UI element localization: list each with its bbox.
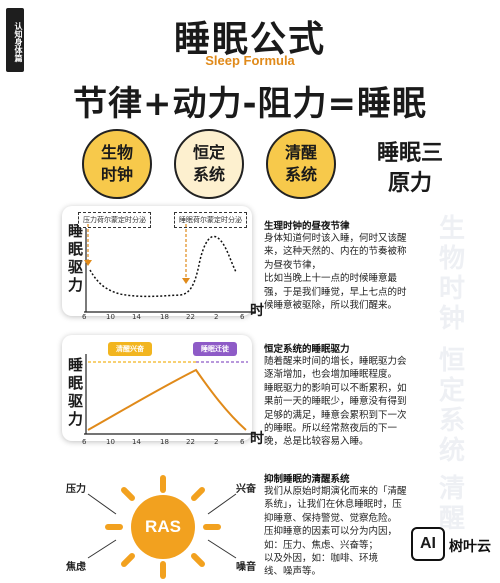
y-axis-text: 睡眠驱力 [68,356,84,428]
body-line: 强，于是我们睡觉，早上七点的时 [264,286,407,298]
stress-hormone-tag: 压力荷尔蒙定时分泌 [78,212,151,228]
body-line: 果前一天的睡眠少，睡意没有得到 [264,396,407,408]
sleep-formula: 节律+动力-阻力=睡眠 [72,84,428,124]
ras-factor-stress: 压力 [66,484,86,495]
y-axis-text: 睡眠驱力 [68,222,84,294]
watermark-homeostatic: 恒定系统 [438,346,465,466]
body-line: 的睡眠。所以经常熬夜后的下一 [264,423,398,435]
body-line: 候睡意被驱除，所以我们醒来。 [264,300,398,312]
x-tick: 10 [106,313,115,321]
section3-title: 抑制睡眠的清醒系统 [264,474,350,485]
body-line: 随着醒来时间的增长，睡眠驱力会 [264,356,407,367]
sleep-hormone-tag: 睡眠荷尔蒙定时分泌 [174,212,247,228]
x-tick: 2 [214,313,219,321]
body-line: 足够的满足，睡意会累积到下一次 [264,409,407,421]
category-badge: 认知身体篇 [6,8,24,72]
ras-center-label: RAS [145,517,181,536]
body-line: 睡眠驱力的影响可以不断累积，如 [264,382,407,394]
page-subtitle: Sleep Formula [205,53,295,68]
site-logo-icon: AI [411,527,445,561]
time-axis-label: 时 [250,303,264,319]
body-line: 我们从原始时期演化而来的「清醒 [264,486,407,497]
body-line: 晚，总是比较容易入睡。 [264,436,369,448]
body-line: 如：压力、焦虑、兴奋等； [264,539,379,551]
x-tick: 22 [186,313,195,321]
x-tick: 2 [214,438,219,446]
x-tick: 6 [240,438,245,446]
watermark-bio-clock: 生物时钟 [438,214,465,334]
section2-title: 恒定系统的睡眠驱力 [264,344,350,355]
ras-arrows [87,493,237,559]
ras-sun-icon [105,475,221,579]
body-line: 压抑睡意的因素可以分为内因， [264,526,398,538]
section1-title: 生理时钟的昼夜节律 [264,221,350,232]
time-axis-label: 时 [250,431,264,447]
three-principles-label: 睡眠三原力 [360,139,460,199]
y-axis-label: 睡眠驱力 [68,222,86,294]
section2-body: 随着醒来时间的增长，睡眠驱力会 逐渐增加，也会增加睡眠程度。 睡眠驱力的影响可以… [264,355,439,449]
body-line: 为昼夜节律， [264,259,322,271]
chart2-x-ticks: 6 10 14 18 22 2 6 [82,438,252,448]
three-principles-text: 睡眠三原力 [377,141,444,196]
x-tick: 18 [160,438,169,446]
x-tick: 22 [186,438,195,446]
body-line: 系统」，让我们在休息睡眠时，压 [264,499,402,511]
x-tick: 14 [132,438,141,446]
ras-factor-noise: 噪音 [236,562,256,573]
circle-homeostatic-system: 恒定系统 [174,129,244,199]
section3-body: 我们从原始时期演化而来的「清醒 系统」，让我们在休息睡眠时，压 抑睡意、保持警觉… [264,485,439,579]
sleep-pill: 睡眠迁徙 [193,342,237,356]
x-tick: 6 [240,313,245,321]
circadian-curve-chart [84,224,256,313]
x-tick: 18 [160,313,169,321]
circle-label: 恒定系统 [192,143,225,184]
body-line: 身体知道何时该入睡，何时又该醒 [264,233,407,244]
circle-label: 清醒系统 [284,143,317,184]
circle-biological-clock: 生物时钟 [82,129,152,199]
x-tick: 14 [132,313,141,321]
sleep-drive-chart [84,354,256,435]
body-line: 来，这种天然的、内在的节奏被称 [264,246,407,258]
awake-pill: 清醒兴奋 [108,342,152,356]
body-line: 线、噪声等。 [264,566,322,578]
page-title: 睡眠公式 [173,19,326,60]
site-logo-text: 树叶云 [449,539,491,555]
body-line: 抑睡意、保持警觉、觉察危险。 [264,512,398,524]
circle-label: 生物时钟 [100,143,133,184]
body-line: 逐渐增加，也会增加睡眠程度。 [264,369,398,381]
x-tick: 6 [82,438,87,446]
body-line: 比如当晚上十一点的时候睡意最 [264,273,398,285]
chart1-x-ticks: 6 10 14 18 22 2 6 [82,313,252,323]
body-line: 以及外因，如：咖啡、环境 [264,553,379,565]
x-tick: 10 [106,438,115,446]
circle-arousal-system: 清醒系统 [266,129,336,199]
y-axis-label: 睡眠驱力 [68,356,86,428]
section1-body: 身体知道何时该入睡，何时又该醒 来，这种天然的、内在的节奏被称 为昼夜节律， 比… [264,232,439,312]
ras-factor-excitement: 兴奋 [236,484,256,495]
ras-factor-anxiety: 焦虑 [66,562,86,573]
x-tick: 6 [82,313,87,321]
